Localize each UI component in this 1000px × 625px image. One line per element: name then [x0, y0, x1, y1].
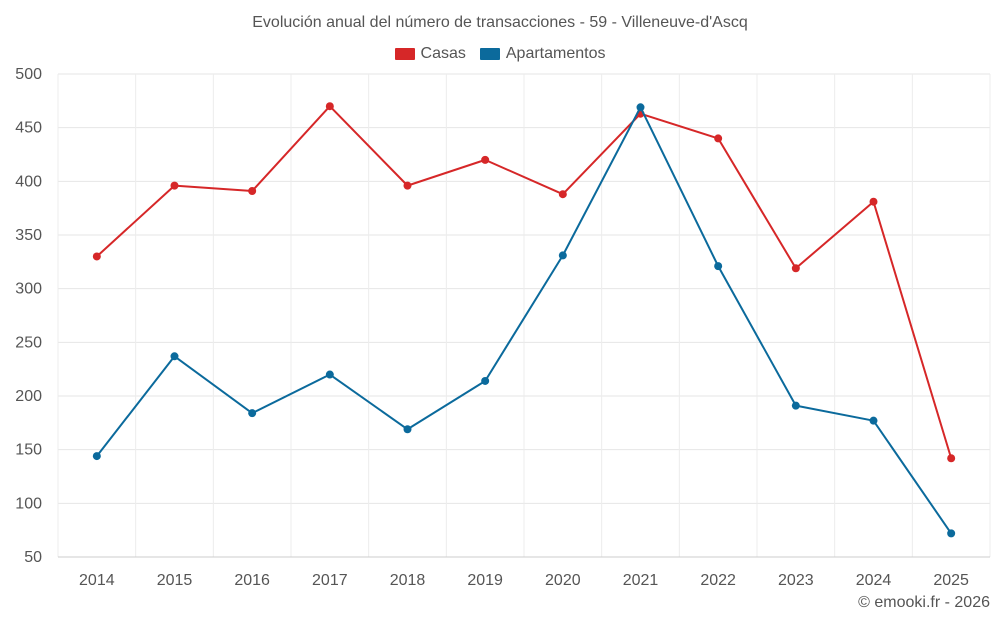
data-point-apartamentos[interactable] [170, 352, 179, 361]
data-point-apartamentos[interactable] [403, 425, 412, 434]
axis-layer: 50 100 150 200 250 300 350 400 450 500 2014 2015 201… [15, 66, 990, 589]
data-point-casas[interactable] [403, 181, 412, 190]
x-tick-label: 2020 [545, 572, 581, 589]
x-tick-label: 2017 [312, 572, 348, 589]
data-point-casas[interactable] [714, 134, 723, 143]
data-point-casas[interactable] [92, 252, 101, 261]
data-point-casas[interactable] [325, 102, 334, 111]
series-line-casas [96, 105, 953, 459]
data-point-apartamentos[interactable] [714, 262, 723, 271]
legend-label-apartamentos: Apartamentos [505, 45, 606, 62]
series-line-apartamentos [96, 106, 952, 534]
x-tick-label: 2018 [390, 572, 426, 589]
legend-label-casas: Casas [420, 45, 466, 62]
legend-swatch-casas [394, 48, 415, 60]
y-tick-label: 100 [15, 495, 42, 512]
data-point-apartamentos[interactable] [248, 409, 257, 418]
x-tick-label: 2021 [623, 572, 659, 589]
x-tick-label: 2015 [157, 572, 193, 589]
y-tick-label: 250 [15, 334, 42, 351]
y-tick-label: 200 [15, 388, 42, 405]
chart-title: Evolución anual del número de transaccio… [252, 14, 748, 31]
legend-item-apartamentos[interactable]: Apartamentos [479, 45, 606, 63]
y-tick-label: 450 [15, 120, 42, 137]
data-point-apartamentos[interactable] [325, 370, 334, 379]
data-point-apartamentos[interactable] [558, 251, 567, 260]
x-tick-label: 2025 [933, 572, 969, 589]
data-point-apartamentos[interactable] [92, 452, 101, 461]
x-tick-label: 2022 [700, 572, 736, 589]
y-tick-label: 150 [15, 442, 42, 459]
y-tick-label: 350 [15, 227, 42, 244]
legend-swatch-apartamentos [479, 48, 500, 60]
data-point-casas[interactable] [791, 264, 800, 273]
x-tick-label: 2016 [234, 572, 270, 589]
y-tick-label: 500 [15, 66, 42, 83]
watermark: © emooki.fr - 2026 [858, 594, 990, 611]
data-point-casas[interactable] [947, 454, 956, 463]
legend-item-casas[interactable]: Casas [394, 45, 466, 63]
data-point-casas[interactable] [558, 190, 567, 199]
data-point-apartamentos[interactable] [869, 416, 878, 425]
grid-layer [57, 73, 991, 557]
y-tick-label: 300 [15, 281, 42, 298]
x-tick-label: 2024 [856, 572, 892, 589]
y-tick-label: 50 [24, 549, 42, 566]
y-tick-label: 400 [15, 173, 42, 190]
data-point-apartamentos[interactable] [636, 103, 645, 112]
x-tick-label: 2019 [467, 572, 503, 589]
chart-legend: Casas Apartamentos [0, 45, 1000, 63]
data-point-casas[interactable] [869, 197, 878, 206]
data-point-apartamentos[interactable] [791, 401, 800, 410]
data-point-casas[interactable] [248, 186, 257, 195]
x-tick-label: 2023 [778, 572, 814, 589]
x-tick-label: 2014 [79, 572, 115, 589]
data-point-apartamentos[interactable] [947, 529, 956, 538]
data-point-casas[interactable] [481, 155, 490, 164]
data-point-casas[interactable] [170, 181, 179, 190]
series-layer [92, 102, 956, 538]
data-point-apartamentos[interactable] [481, 376, 490, 385]
